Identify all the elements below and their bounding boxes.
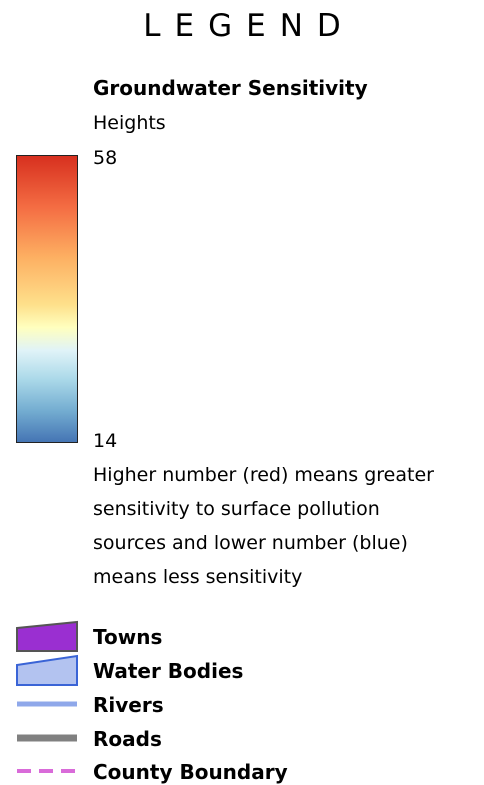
legend-title: LEGEND xyxy=(143,8,355,44)
legend-item-label: Roads xyxy=(93,727,162,751)
water-bodies-polygon-swatch xyxy=(16,654,78,686)
heights-field-label: Heights xyxy=(93,112,166,134)
rivers-line-swatch xyxy=(17,701,77,707)
legend-item-label: Towns xyxy=(93,625,163,649)
legend-item-water-bodies: Water Bodies xyxy=(0,654,484,688)
legend-item-roads: Roads xyxy=(0,722,484,756)
ramp-description-line: sensitivity to surface pollution xyxy=(93,498,380,520)
legend-item-towns: Towns xyxy=(0,620,484,654)
ramp-description-line: sources and lower number (blue) xyxy=(93,532,408,554)
county-boundary-dashed-swatch xyxy=(17,769,77,773)
legend-item-label: Water Bodies xyxy=(93,659,244,683)
legend-item-rivers: Rivers xyxy=(0,688,484,722)
ramp-description-line: means less sensitivity xyxy=(93,566,303,588)
legend-item-county-boundary: County Boundary xyxy=(0,748,484,784)
legend-item-label: Rivers xyxy=(93,693,164,717)
ramp-max-label: 58 xyxy=(93,147,118,169)
ramp-description-line: Higher number (red) means greater xyxy=(93,464,434,486)
ramp-description: Higher number (red) means greater sensit… xyxy=(93,458,463,594)
color-ramp xyxy=(16,155,78,443)
towns-polygon-swatch xyxy=(16,620,78,652)
roads-line-swatch xyxy=(17,734,77,742)
ramp-min-label: 14 xyxy=(93,430,118,452)
legend-item-label: County Boundary xyxy=(93,760,288,784)
groundwater-sensitivity-title: Groundwater Sensitivity xyxy=(93,76,368,100)
